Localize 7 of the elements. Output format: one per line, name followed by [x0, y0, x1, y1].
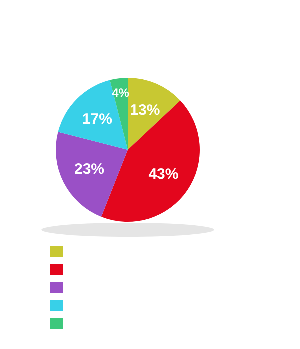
pie-slice — [128, 78, 180, 150]
data-label: 13% — [130, 102, 160, 119]
data-label: 17% — [82, 110, 112, 128]
data-label: 23% — [74, 161, 105, 178]
pie-slice — [58, 80, 128, 150]
pie-slice — [56, 132, 128, 217]
data-label: 43% — [148, 166, 179, 183]
